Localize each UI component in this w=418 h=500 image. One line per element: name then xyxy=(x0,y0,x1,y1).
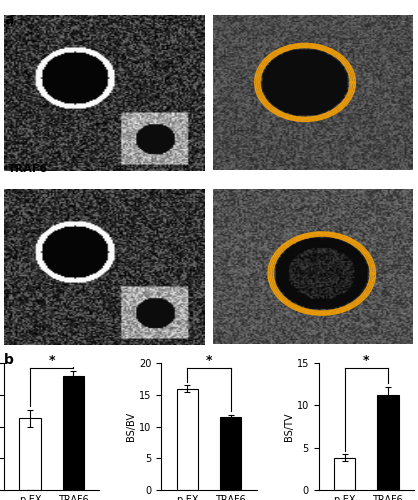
Text: *: * xyxy=(206,354,212,367)
Y-axis label: BS/TV: BS/TV xyxy=(284,412,294,441)
Bar xyxy=(377,396,399,490)
Text: b: b xyxy=(4,352,14,366)
Bar xyxy=(220,417,242,490)
Bar xyxy=(19,418,41,490)
Text: *: * xyxy=(363,354,370,367)
Text: a: a xyxy=(4,12,14,26)
Text: TRAF6: TRAF6 xyxy=(8,164,48,173)
Bar xyxy=(334,458,355,490)
Bar xyxy=(176,388,198,490)
Bar xyxy=(63,376,84,490)
Text: *: * xyxy=(48,354,55,367)
Y-axis label: BS/BV: BS/BV xyxy=(127,412,137,441)
